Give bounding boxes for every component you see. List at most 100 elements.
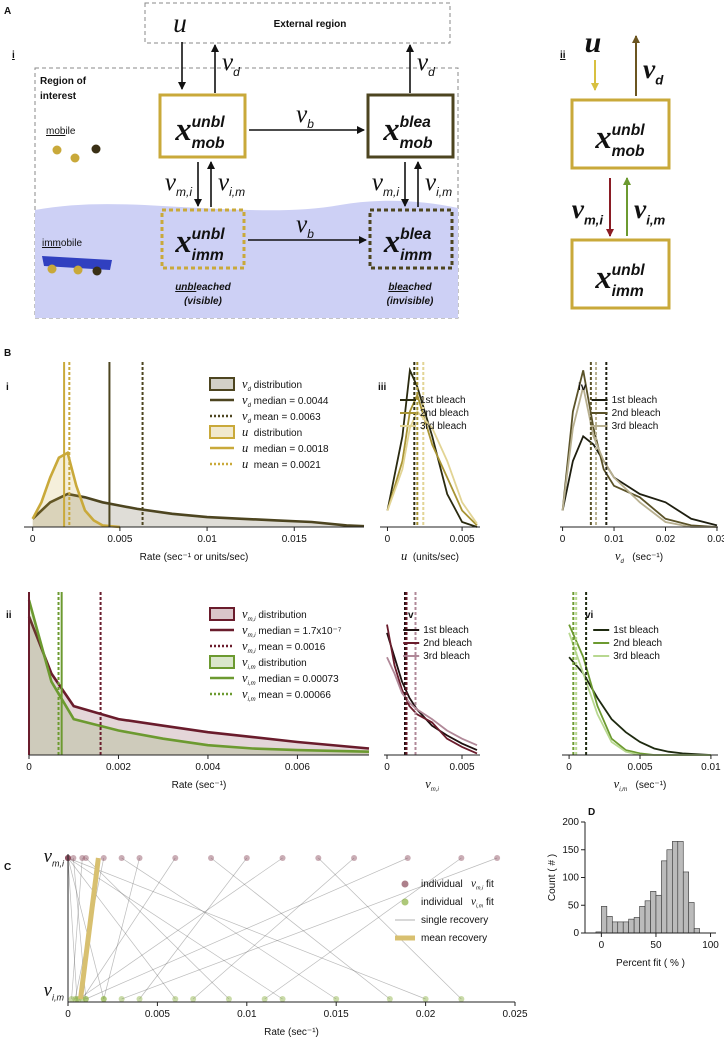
vim-fit	[136, 996, 143, 1002]
bar	[688, 902, 695, 934]
legend-swatch	[209, 377, 235, 391]
math-label: vm,i	[44, 846, 65, 869]
math-label: vm,i mean = 0.0016	[242, 639, 326, 655]
single-recovery	[82, 857, 176, 1000]
x-tick-label: 50	[650, 940, 662, 951]
label-part: eached	[196, 282, 231, 293]
rest: fit	[483, 897, 494, 908]
bar	[606, 916, 613, 934]
vim-fit	[100, 996, 107, 1002]
symbol: v	[242, 607, 248, 621]
x-tick-label: 0	[560, 534, 566, 545]
vmi-fit	[136, 855, 143, 861]
particle	[73, 265, 83, 275]
symbol: u	[242, 457, 248, 471]
legend-swatch	[209, 425, 235, 439]
sub: i,m	[248, 681, 256, 687]
text: Count ( # )	[547, 854, 558, 901]
bar	[601, 906, 608, 934]
symbol: u	[242, 425, 248, 439]
math-label: vd	[643, 53, 664, 88]
rest: mean = 0.0016	[256, 642, 326, 653]
vim-fit	[72, 996, 79, 1002]
sub: i,m	[476, 904, 484, 910]
math-label: xunbl imm	[174, 224, 225, 264]
label: immobile	[42, 238, 82, 249]
symbol: v	[165, 169, 177, 196]
bar	[677, 841, 684, 934]
x-tick-label: 0.01	[197, 534, 217, 545]
x-tick-label: 100	[702, 940, 719, 951]
math-label: vi,m (sec⁻¹)	[614, 777, 667, 793]
line	[561, 386, 717, 528]
sub: i,m	[646, 213, 665, 228]
bar	[666, 849, 673, 934]
symbol: v	[372, 169, 384, 196]
box-mob-blea	[366, 93, 455, 159]
math-label: u median = 0.0018	[242, 441, 329, 455]
x-tick-label: 0	[26, 762, 32, 773]
math-label: xblea imm	[383, 224, 432, 264]
sub: d	[248, 403, 252, 409]
single-recovery	[318, 857, 462, 1000]
bar	[611, 921, 619, 934]
vmi-fit	[172, 855, 179, 861]
math-label: vm,i	[572, 193, 604, 228]
legend-label: 3rd bleach	[613, 651, 660, 662]
region-label: External region	[274, 19, 347, 30]
x-tick-label: 0	[65, 1009, 71, 1020]
sub: m,i	[248, 617, 257, 623]
math-label: Count ( # )	[547, 854, 558, 901]
x-tick-label: 0.02	[656, 534, 676, 545]
label: (invisible)	[387, 296, 434, 307]
x-tick-label: 0.004	[195, 762, 220, 773]
subpanel-label: v	[408, 610, 414, 621]
single-recovery	[71, 857, 83, 1000]
text: single recovery	[421, 915, 488, 926]
x-tick-label: 0	[599, 940, 605, 951]
sub: imm	[400, 247, 432, 264]
rest: median = 0.0044	[251, 396, 329, 407]
rest: mean = 0.0063	[251, 412, 321, 423]
sub: d	[248, 387, 252, 393]
legend-label: 2nd bleach	[420, 408, 469, 419]
line	[31, 450, 121, 529]
particle	[91, 144, 101, 154]
math-label: xunbl mob	[594, 120, 645, 160]
math-label: vb	[296, 101, 314, 131]
symbol: v	[296, 211, 308, 238]
rest: distribution	[251, 380, 302, 391]
y-tick-label: 50	[568, 900, 580, 911]
single-recovery	[264, 857, 462, 1000]
x-tick-label: 0.006	[285, 762, 310, 773]
legend-swatch	[401, 898, 409, 906]
vim-fit	[82, 996, 89, 1002]
sup: blea	[400, 114, 432, 131]
math-label: vm,i median = 1.7x10⁻⁷	[242, 623, 342, 639]
legend-label: 3rd bleach	[612, 421, 659, 432]
area	[29, 616, 369, 755]
particle	[70, 153, 80, 163]
sub: mob	[192, 135, 225, 152]
math-label: vm,i	[372, 169, 399, 199]
rest: mean = 0.00066	[256, 690, 332, 701]
vmi-fit	[494, 855, 501, 861]
legend-label: 1st bleach	[423, 625, 469, 636]
label-part: ile	[65, 126, 75, 137]
panel-label: B	[4, 348, 11, 359]
sub: m,i	[476, 886, 484, 892]
math-label: vi,m mean = 0.00066	[242, 687, 331, 703]
x-tick-label: 0	[384, 762, 390, 773]
symbol: v	[242, 623, 248, 637]
sup: unbl	[192, 114, 226, 131]
external-region-box	[144, 2, 451, 44]
bar	[622, 921, 629, 934]
x-tick-label: 0.002	[106, 762, 131, 773]
sub: m,i	[431, 787, 440, 793]
vim-fit	[225, 996, 232, 1002]
symbol: v	[614, 777, 620, 791]
vmi-fit	[404, 855, 411, 861]
vim-fit	[68, 996, 75, 1002]
math-label: vm,i	[165, 169, 192, 199]
math-label: u distribution	[242, 425, 302, 439]
